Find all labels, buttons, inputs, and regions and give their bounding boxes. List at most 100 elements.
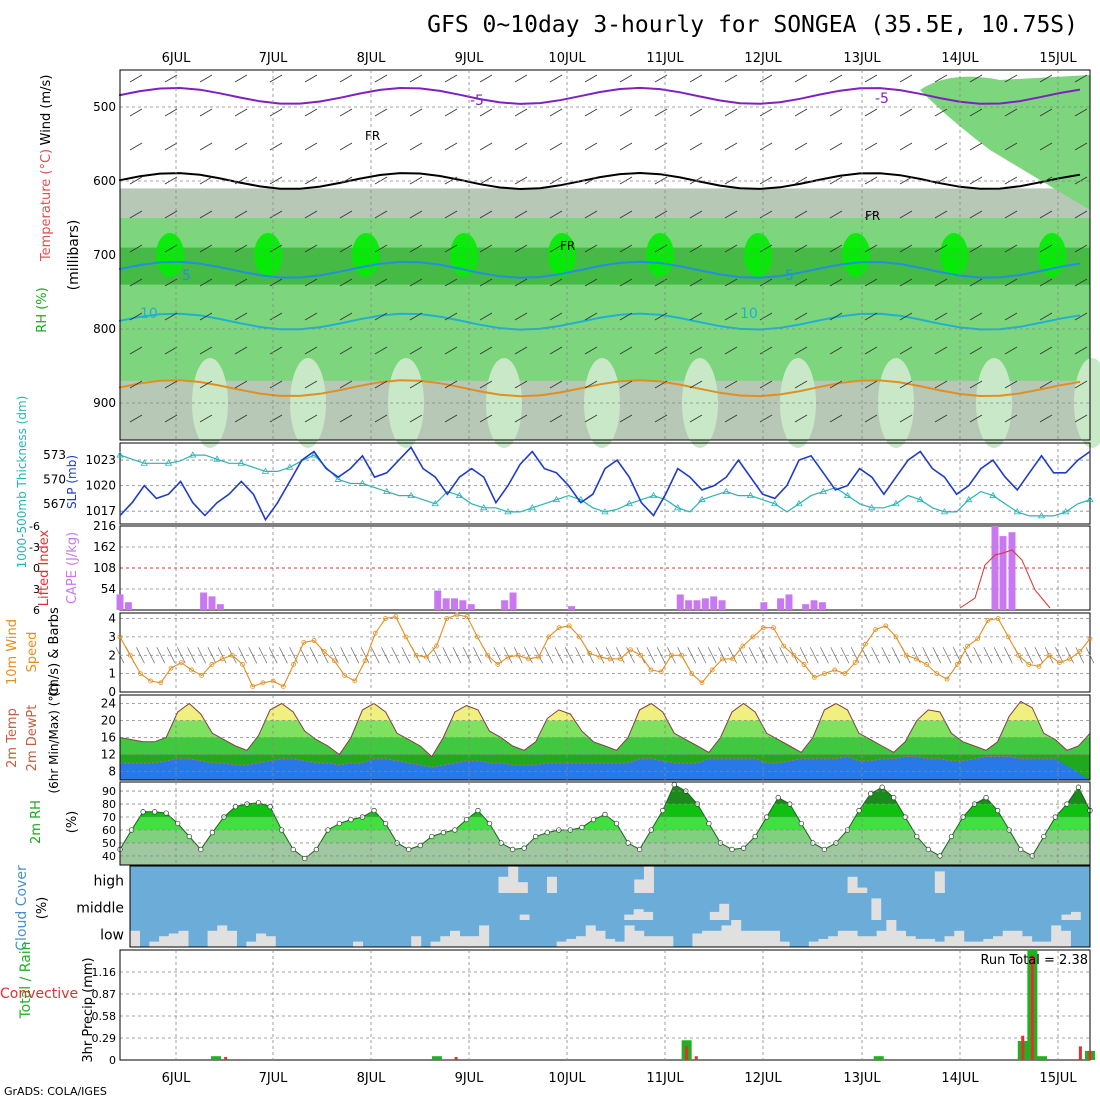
wind-point-63 <box>760 625 766 631</box>
wind-point-80 <box>934 671 940 677</box>
cloud-low-bar-32 <box>440 936 451 947</box>
rh-point-75 <box>983 794 989 801</box>
cape-burst-bar-0 <box>991 526 999 610</box>
precip-total-bar-10 <box>211 1056 222 1060</box>
wind-point-67 <box>801 662 807 667</box>
upper-wind-barb <box>1039 312 1053 321</box>
upper-wind-barb <box>759 380 773 389</box>
upper-wind-barb <box>864 244 878 253</box>
cloud-high-bar-43 <box>546 876 557 893</box>
wind-point-86 <box>995 616 1001 621</box>
cape-bar-39 <box>442 598 450 610</box>
upper-wind-barb <box>864 108 878 117</box>
cloud-low-bar-33 <box>450 930 460 947</box>
precip-conv-bar-101 <box>1088 1050 1092 1060</box>
upper-wind-barb <box>269 346 283 355</box>
wind-point-30 <box>423 654 429 660</box>
wind-point-44 <box>566 623 572 629</box>
top-day-label-6: 12JUL <box>744 51 782 66</box>
upper-wind-barb <box>1039 210 1053 219</box>
upper-wind-barb <box>794 312 808 321</box>
upper-wind-barb <box>899 108 913 117</box>
upper-wind-barb <box>934 108 948 117</box>
wind-barb-81 <box>942 647 952 664</box>
cape-bar-12 <box>216 604 224 610</box>
thickness-point-36 <box>552 495 561 503</box>
upper-wind-barb <box>409 142 423 151</box>
wind-point-34 <box>464 614 470 620</box>
wind-barb-83 <box>963 647 972 664</box>
cape-burst-bar-1 <box>999 536 1007 610</box>
wind-barb-48 <box>605 647 615 664</box>
upper-wind-barb <box>1074 142 1088 151</box>
rh-point-34 <box>509 846 516 853</box>
upper-wind-barb <box>619 176 633 185</box>
wind-barb-28 <box>401 647 411 664</box>
upper-wind-barb <box>269 176 283 185</box>
upper-wind-barb <box>444 380 458 389</box>
temp-tick-2: 16 <box>101 731 116 745</box>
upper-wind-barb <box>374 142 388 151</box>
cloud-low-bar-35 <box>469 936 480 947</box>
cape-frame <box>119 525 1091 611</box>
temp-tick-3: 12 <box>101 748 116 762</box>
rh-point-42 <box>602 811 608 818</box>
upper-wind-barb <box>164 176 178 185</box>
upper-wind-barb <box>199 278 213 287</box>
upper-wind-barb <box>724 176 738 185</box>
upper-wind-barb <box>164 210 178 219</box>
contour-label-minus5-right: -5 <box>875 91 889 107</box>
upper-wind-barb <box>514 176 528 185</box>
upper-wind-barb <box>1004 142 1018 151</box>
bottom-day-label-4: 10JUL <box>548 1071 586 1086</box>
cloud-low-bar-67 <box>779 941 790 947</box>
thickness-point-74 <box>1013 508 1021 515</box>
temp-tick-1: 20 <box>101 714 116 728</box>
upper-wind-barb <box>864 346 878 355</box>
cape-tick-3: 54 <box>101 582 116 596</box>
upper-wind-barb <box>304 176 318 185</box>
wind-point-5 <box>168 665 174 671</box>
bottom-day-label-5: 11JUL <box>646 1071 684 1086</box>
upper-wind-barb <box>444 142 458 151</box>
wind-barb-43 <box>554 647 564 664</box>
wind-point-49 <box>617 656 623 662</box>
upper-wind-barb <box>269 210 283 219</box>
upper-wind-barb <box>514 74 528 83</box>
upper-wind-barb <box>374 380 388 389</box>
cape-bar-54 <box>568 606 576 610</box>
bottom-day-label-8: 14JUL <box>941 1071 979 1086</box>
cloud-level-label-0: high <box>93 874 124 890</box>
wind-point-9 <box>209 662 215 667</box>
cloud-low-bar-64 <box>750 930 761 947</box>
thickness-tick-2: 567 <box>43 497 66 511</box>
upper-wind-barb <box>584 312 598 321</box>
upper-wind-barb <box>654 210 668 219</box>
upper-wind-barb <box>829 414 843 423</box>
rh-point-2 <box>140 809 146 815</box>
precip-tick-4: 0 <box>109 1054 116 1067</box>
cloud-low-bar-31 <box>430 941 441 947</box>
rh-point-45 <box>636 846 643 853</box>
cloud-high-bar-74 <box>847 876 858 893</box>
upper-wind-barb <box>689 74 703 83</box>
rh-point-54 <box>740 845 747 851</box>
cloud-low-bar-86 <box>963 941 974 947</box>
rh-point-57 <box>775 794 781 801</box>
upper-wind-barb <box>339 176 353 185</box>
upper-wind-barb <box>549 312 563 321</box>
upper-wind-barb <box>304 346 318 355</box>
wind-barb-52 <box>646 647 656 664</box>
upper-frame <box>119 69 1091 441</box>
contour-label-fr-right: FR <box>865 209 880 223</box>
cape-bar-84 <box>818 602 826 610</box>
wind-point-45 <box>577 634 582 640</box>
upper-wind-barb <box>1039 74 1053 83</box>
wind-point-13 <box>250 684 256 689</box>
upper-wind-barb <box>1074 244 1088 253</box>
ylabel-rh2m: 2m RH <box>29 800 44 844</box>
upper-wind-barb <box>1074 278 1088 287</box>
upper-wind-barb <box>234 210 248 219</box>
cloud-low-bar-65 <box>760 930 771 947</box>
wind-point-69 <box>822 671 827 677</box>
